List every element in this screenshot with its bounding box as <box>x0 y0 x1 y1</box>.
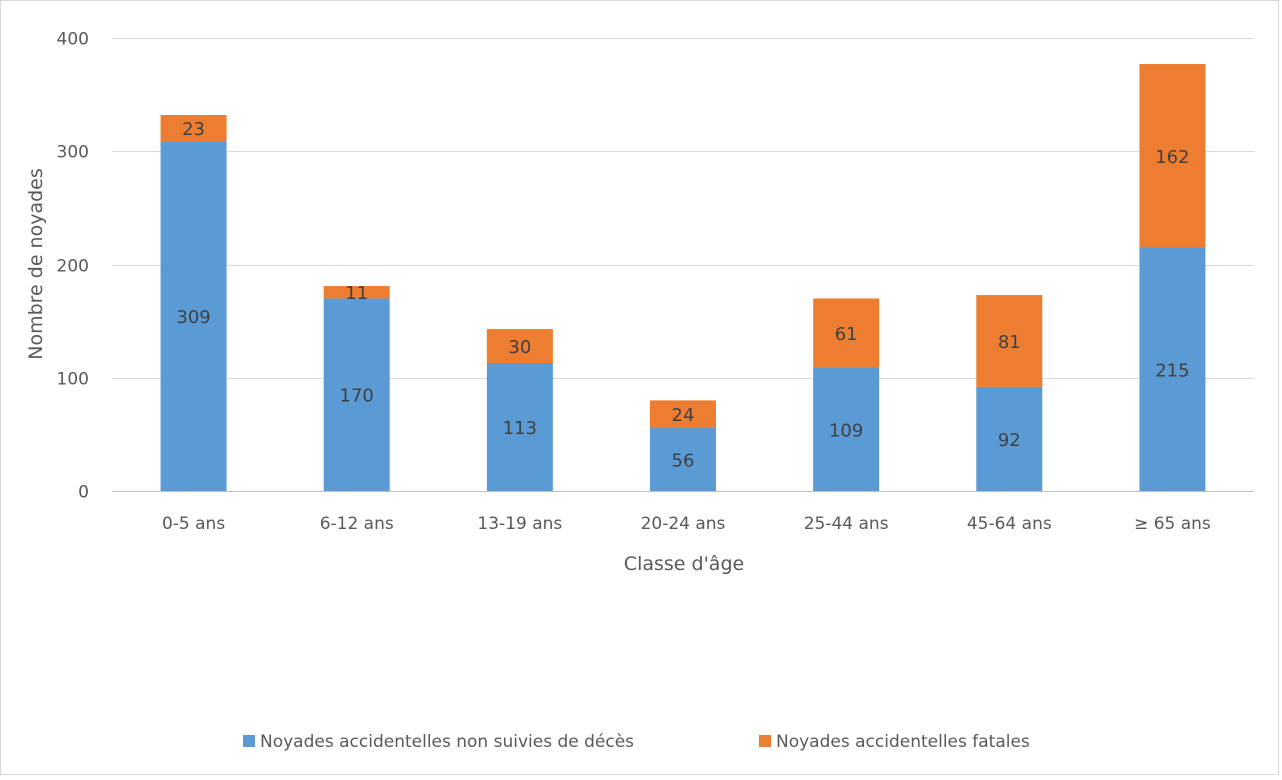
legend-label: Noyades accidentelles fatales <box>776 732 1030 752</box>
y-tick-label: 100 <box>57 370 89 390</box>
bar-non-fatal <box>813 367 880 491</box>
data-label: 215 <box>1155 360 1189 381</box>
data-label: 30 <box>508 337 531 358</box>
data-label: 170 <box>340 386 374 407</box>
bar-fatal <box>323 286 390 299</box>
data-label: 309 <box>176 307 210 328</box>
bar-fatal <box>976 295 1043 387</box>
x-tick-label: 45-64 ans <box>967 514 1052 534</box>
bar-non-fatal <box>323 298 390 491</box>
bar-fatal <box>813 298 880 368</box>
legend-label: Noyades accidentelles non suivies de déc… <box>260 732 634 752</box>
data-label: 11 <box>345 283 368 304</box>
y-tick-label: 300 <box>57 143 89 163</box>
legend: Noyades accidentelles non suivies de déc… <box>243 732 1030 752</box>
bar-non-fatal <box>1139 247 1206 491</box>
x-tick-label: 6-12 ans <box>320 514 394 534</box>
data-label: 92 <box>998 430 1021 451</box>
bar-non-fatal <box>650 427 716 491</box>
y-tick-label: 0 <box>78 483 89 503</box>
y-axis-ticks: 0 100 200 300 400 <box>57 30 89 503</box>
bar-fatal <box>650 400 716 428</box>
x-tick-label: 20-24 ans <box>641 514 726 534</box>
x-axis-ticks: 0-5 ans 6-12 ans 13-19 ans 20-24 ans 25-44 a… <box>162 514 1211 534</box>
data-label: 23 <box>182 119 205 140</box>
data-label: 24 <box>672 405 695 426</box>
data-label: 61 <box>835 324 858 345</box>
data-label: 113 <box>503 418 537 439</box>
y-tick-label: 200 <box>57 257 89 277</box>
bar-fatal <box>486 329 553 364</box>
data-label: 109 <box>829 420 863 441</box>
bar-fatal <box>1139 64 1206 248</box>
data-labels: 309 23 170 11 113 30 56 24 109 61 92 81 215 162 <box>176 119 1189 471</box>
x-tick-label: ≥ 65 ans <box>1134 514 1211 534</box>
bar-fatal <box>160 115 227 142</box>
legend-swatch-fatal <box>759 735 771 747</box>
bar-non-fatal <box>976 386 1043 491</box>
x-tick-label: 13-19 ans <box>477 514 562 534</box>
x-axis-title: Classe d'âge <box>624 553 744 575</box>
y-tick-label: 400 <box>57 30 89 50</box>
gridlines <box>112 38 1254 492</box>
x-tick-label: 25-44 ans <box>804 514 889 534</box>
data-label: 162 <box>1155 147 1189 168</box>
data-label: 81 <box>998 332 1021 353</box>
x-tick-label: 0-5 ans <box>162 514 225 534</box>
bars <box>160 64 1206 491</box>
bar-non-fatal <box>486 363 553 491</box>
legend-swatch-non-fatal <box>243 735 255 747</box>
data-label: 56 <box>672 450 695 471</box>
y-axis-title: Nombre de noyades <box>25 168 47 360</box>
bar-non-fatal <box>160 141 227 491</box>
